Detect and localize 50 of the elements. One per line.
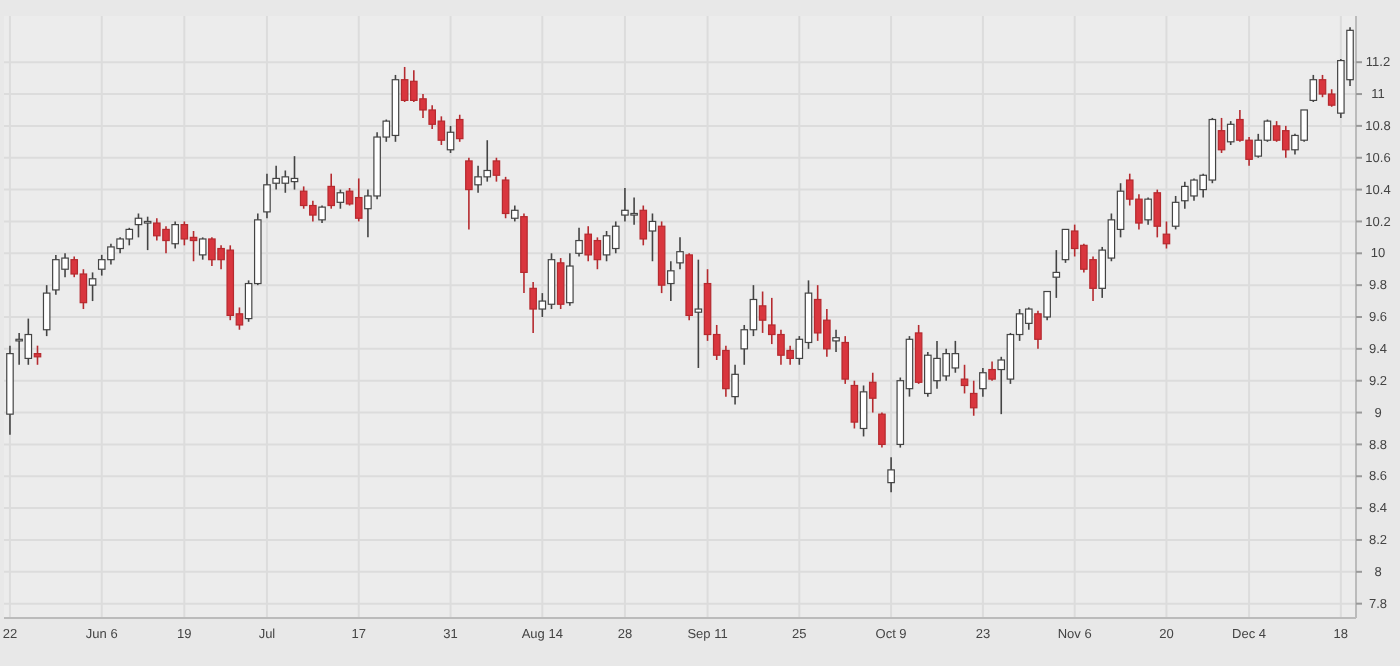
candlestick xyxy=(611,220,620,255)
candlestick xyxy=(1226,120,1235,146)
candlestick xyxy=(354,177,363,223)
candlestick xyxy=(501,176,510,220)
candlestick xyxy=(667,260,675,302)
candlestick xyxy=(841,335,850,385)
candlestick xyxy=(143,215,152,251)
candlestick xyxy=(327,172,336,210)
candlestick xyxy=(198,236,207,261)
candlestick xyxy=(1034,309,1042,350)
candlestick xyxy=(455,113,464,143)
candlestick xyxy=(1171,195,1180,231)
candlestick xyxy=(566,252,574,307)
candlestick xyxy=(832,328,840,353)
candlestick xyxy=(639,204,648,247)
candlestick xyxy=(731,363,739,406)
candlestick xyxy=(492,156,501,183)
candlestick xyxy=(529,281,537,334)
candlestick xyxy=(887,456,895,493)
candlestick xyxy=(1153,188,1162,239)
candlestick xyxy=(1061,228,1070,264)
candlestick xyxy=(979,367,987,398)
candlestick xyxy=(465,156,473,231)
candlestick xyxy=(171,220,179,250)
candlestick xyxy=(1024,306,1033,331)
candlestick xyxy=(584,225,593,263)
candlestick xyxy=(1043,290,1051,321)
candlestick xyxy=(336,188,345,210)
candlestick xyxy=(850,379,859,430)
candlestick xyxy=(556,257,565,310)
candlestick xyxy=(575,227,583,258)
candlestick xyxy=(88,271,97,302)
candlestick xyxy=(676,236,684,271)
candlestick xyxy=(969,379,978,417)
candlestick xyxy=(694,258,703,369)
candlestick xyxy=(1052,249,1061,299)
candlestick xyxy=(859,384,868,438)
candlestick xyxy=(1309,74,1318,103)
candlestick xyxy=(1217,117,1226,154)
candlestick xyxy=(42,284,51,337)
candlestick xyxy=(988,360,996,382)
candlestick xyxy=(1281,125,1290,159)
candlestick xyxy=(868,371,877,414)
candlestick xyxy=(1144,196,1152,226)
candlestick xyxy=(758,290,767,334)
candlestick xyxy=(960,363,969,395)
candlestick xyxy=(180,220,189,247)
candlestick xyxy=(878,411,886,449)
candlestick xyxy=(263,172,271,220)
candlestick xyxy=(648,212,657,263)
